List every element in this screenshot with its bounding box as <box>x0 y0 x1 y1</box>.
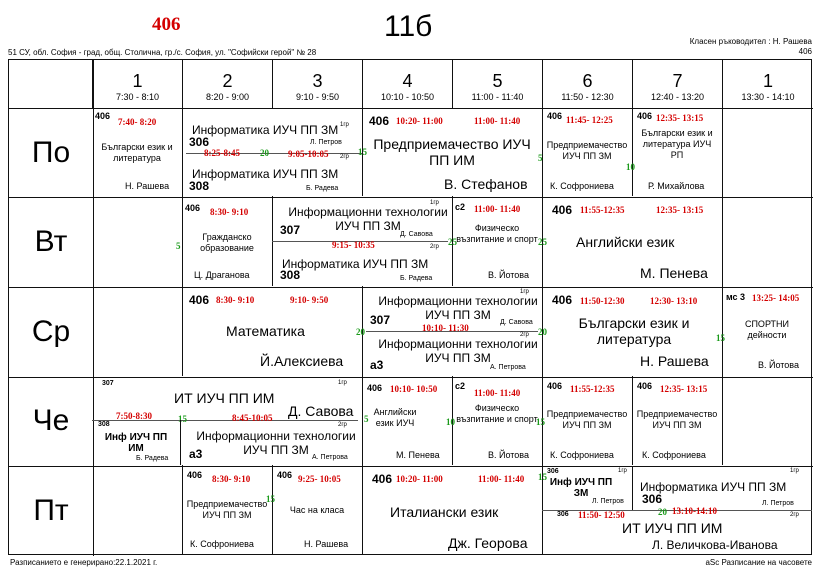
period-header: 6 11:50 - 12:30 <box>543 60 633 108</box>
row-divider <box>9 108 813 109</box>
lesson-cell[interactable]: 406 11:55-12:35 12:35- 13:15 Английски е… <box>552 203 708 281</box>
row-divider <box>9 197 813 198</box>
lesson-cell[interactable]: 406 7:40- 8:20 Български език и литерату… <box>95 111 173 191</box>
lesson-cell[interactable]: 406 10:20- 11:00 11:00- 11:40 15 Италиан… <box>372 472 547 551</box>
row-divider <box>9 287 813 288</box>
day-label: По <box>31 136 71 169</box>
period-header: 7 12:40 - 13:20 <box>633 60 723 108</box>
lesson-cell[interactable]: 406 10:20- 11:00 11:00- 11:40 Предприема… <box>369 114 531 192</box>
timetable-grid: 1 7:30 - 8:10 2 8:20 - 9:00 3 9:10 - 9:50 4… <box>8 59 813 556</box>
lesson-cell[interactable]: 406 11:45- 12:25 5 Предприемачество ИУЧ … <box>538 111 628 191</box>
class-teacher: Класен ръководител : Н. Рашева <box>689 37 812 46</box>
period-header: 5 11:00 - 11:40 <box>453 60 543 108</box>
day-label: Пт <box>33 494 69 527</box>
row-divider <box>9 377 813 378</box>
period-header: 3 9:10 - 9:50 <box>273 60 363 108</box>
school-address: 51 СУ, обл. София - град, общ. Столична,… <box>8 48 317 57</box>
day-label: Че <box>32 404 70 437</box>
lesson-cell[interactable]: 307 ИТ ИУЧ ПП ИМ 1гр Д. Савова 7:50-8:30… <box>92 377 369 465</box>
software-credit: aSc Разписание на часовете <box>705 558 812 567</box>
corner-cell <box>9 60 93 108</box>
lesson-cell[interactable]: мс 3 13:25- 14:05 15 СПОРТНИ дейности В.… <box>716 292 800 370</box>
lesson-cell[interactable]: 406 9:25- 10:05 15 Час на класа Н. Рашев… <box>266 470 349 549</box>
lesson-cell[interactable]: с2 11:00- 11:40 10 Физическо възпитание … <box>446 381 538 460</box>
day-label: Ср <box>31 315 71 348</box>
period-header: 2 8:20 - 9:00 <box>183 60 273 108</box>
class-teacher-room: 406 <box>798 47 812 56</box>
period-header: 1 13:30 - 14:10 <box>741 71 795 102</box>
lesson-cell[interactable]: 406 12:35- 13:15 Предприемачество ИУЧ ПП… <box>636 381 718 460</box>
col-divider <box>93 60 94 556</box>
lesson-cell[interactable]: 406 12:35- 13:15 10 Български език и лит… <box>626 111 713 191</box>
lesson-cell[interactable]: 406 11:50-12:30 12:30- 13:10 Български е… <box>552 293 709 369</box>
class-title: 11б <box>384 10 433 43</box>
lesson-cell[interactable]: 406 8:30- 9:10 9:10- 9:50 Математика Й.А… <box>189 293 344 369</box>
period-header: 1 7:30 - 8:10 <box>93 60 183 108</box>
generated-date: Разписанието е генерирано:22.1.2021 г. <box>10 558 158 567</box>
lesson-cell[interactable]: с2 11:00- 11:40 Физическо възпитание и с… <box>455 202 547 280</box>
lesson-cell[interactable]: 1гр Информационни технологии ИУЧ ПП ЗМ 3… <box>356 289 547 372</box>
row-divider <box>9 466 813 467</box>
lesson-cell[interactable]: 406 11:55-12:35 15 Предприемачество ИУЧ … <box>536 381 628 460</box>
header-room: 406 <box>152 14 181 35</box>
lesson-cell[interactable]: 406 8:30- 9:10 Предприемачество ИУЧ ПП З… <box>186 470 268 549</box>
lesson-cell[interactable]: 1гр Информационни технологии ИУЧ ПП ЗМ 3… <box>272 197 457 286</box>
lesson-cell[interactable]: 306 Инф ИУЧ ПП ЗМ Л. Петров 1гр 1гр Инфо… <box>542 466 812 555</box>
lesson-cell[interactable]: 306 Информатика ИУЧ ПП ЗМ 1гр Л. Петров … <box>182 108 367 196</box>
period-header: 4 10:10 - 10:50 <box>363 60 453 108</box>
day-label: Вт <box>34 225 68 258</box>
lesson-cell[interactable]: 406 10:10- 10:50 Английски език ИУЧ М. П… <box>367 383 440 460</box>
lesson-cell[interactable]: 406 8:30- 9:10 5 Гражданско образование … <box>176 203 254 280</box>
